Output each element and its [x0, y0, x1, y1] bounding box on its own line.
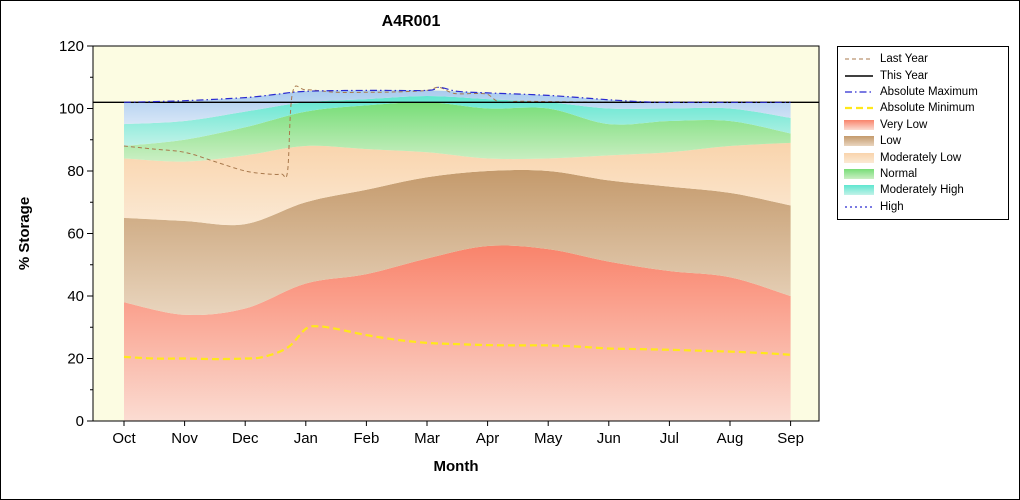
- y-tick-label: 100: [59, 101, 84, 118]
- legend-item-label: Absolute Maximum: [880, 85, 978, 98]
- band-moderately-high: [124, 96, 791, 146]
- line-absolute-minimum: [123, 325, 791, 361]
- y-tick-label: 0: [76, 413, 84, 430]
- legend-item: Moderately Low: [844, 149, 1002, 165]
- legend-item: Low: [844, 133, 1002, 149]
- y-tick-label: 60: [67, 226, 84, 243]
- y-tick-label: 80: [67, 163, 84, 180]
- legend-item: Last Year: [844, 51, 1002, 67]
- legend-band-swatch: [844, 168, 874, 179]
- legend-item: Very Low: [844, 117, 1002, 133]
- x-axis-label: Month: [434, 458, 479, 475]
- y-tick-label: 120: [59, 38, 84, 55]
- band-high: [124, 90, 791, 125]
- line-absolute-maximum: [123, 86, 791, 103]
- x-tick-label: Jan: [294, 430, 318, 447]
- legend-band-swatch: [844, 119, 874, 130]
- band-very-low: [124, 245, 791, 421]
- y-tick-label: 40: [67, 288, 84, 305]
- x-tick-label: Apr: [476, 430, 499, 447]
- x-tick-label: Nov: [171, 430, 198, 447]
- x-tick-label: Jun: [597, 430, 621, 447]
- y-axis-label: % Storage: [16, 197, 33, 270]
- legend-item: High: [844, 199, 1002, 215]
- legend-item: Absolute Minimum: [844, 100, 1002, 116]
- legend-item-label: Moderately Low: [880, 151, 962, 164]
- legend-item: Moderately High: [844, 182, 1002, 198]
- legend-line-swatch: [845, 206, 873, 208]
- y-tick-label: 20: [67, 351, 84, 368]
- band-low: [124, 170, 791, 316]
- chart-title: A4R001: [381, 13, 441, 30]
- legend: Last Year This Year Absolute Maximum Absolu…: [837, 46, 1009, 220]
- legend-item-label: Absolute Minimum: [880, 102, 975, 115]
- legend-line-swatch: [845, 107, 873, 110]
- legend-line-swatch: [845, 74, 873, 77]
- legend-line-swatch: [845, 58, 873, 60]
- x-tick-label: Feb: [353, 430, 379, 447]
- x-tick-label: Aug: [717, 430, 744, 447]
- x-tick-label: May: [534, 430, 563, 447]
- x-tick-label: Mar: [414, 430, 440, 447]
- x-tick-label: Dec: [232, 430, 259, 447]
- legend-item-label: Last Year: [880, 53, 928, 66]
- legend-item-label: This Year: [880, 69, 928, 82]
- legend-band-swatch: [844, 152, 874, 163]
- legend-line-swatch: [845, 91, 873, 93]
- legend-item-label: Very Low: [880, 118, 928, 131]
- legend-item-label: Normal: [880, 167, 918, 180]
- x-tick-label: Oct: [112, 430, 136, 447]
- band-moderately-low: [124, 142, 791, 226]
- x-tick-label: Sep: [777, 430, 804, 447]
- legend-item: Absolute Maximum: [844, 84, 1002, 100]
- legend-item-label: Moderately High: [880, 184, 964, 197]
- x-tick-label: Jul: [660, 430, 679, 447]
- legend-band-swatch: [844, 185, 874, 196]
- legend-item: This Year: [844, 67, 1002, 83]
- legend-item-label: High: [880, 200, 904, 213]
- legend-item: Normal: [844, 166, 1002, 182]
- legend-item-label: Low: [880, 135, 902, 148]
- legend-band-swatch: [844, 136, 874, 147]
